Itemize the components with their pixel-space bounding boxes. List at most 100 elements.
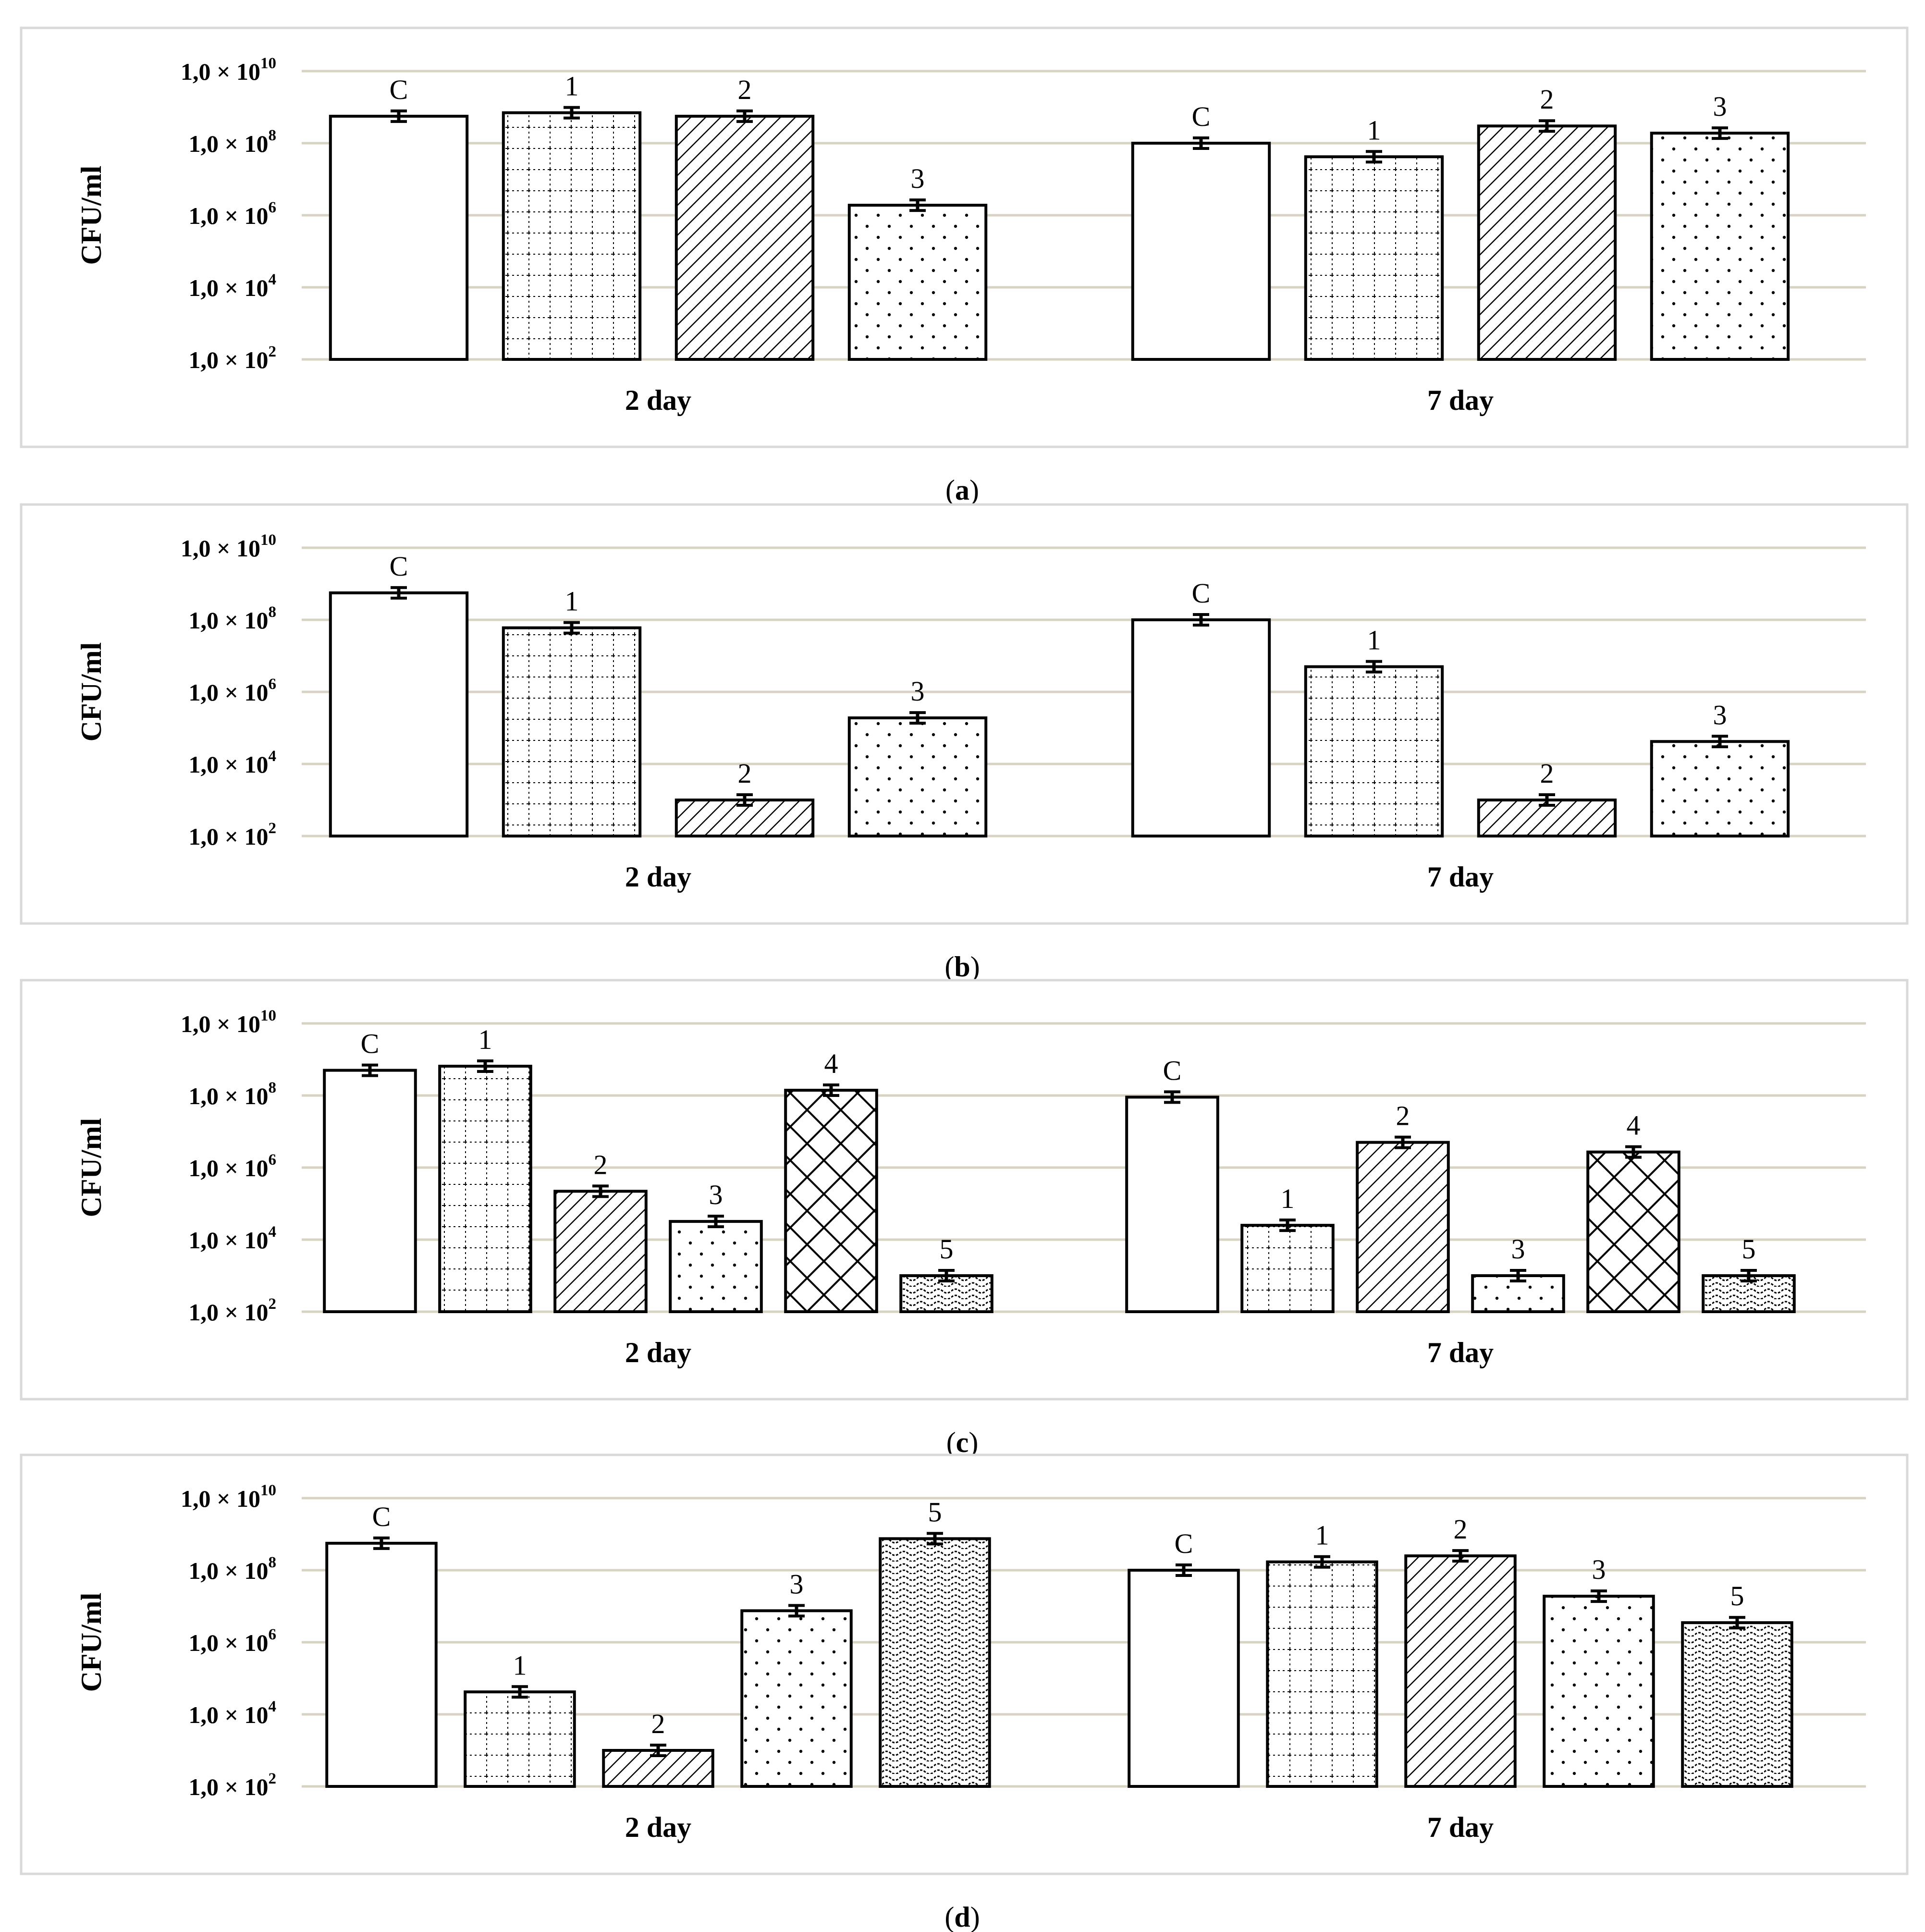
bar-2day-2 bbox=[674, 114, 815, 361]
bar-7day-3 bbox=[1650, 740, 1790, 838]
bar-label: C bbox=[361, 1028, 380, 1059]
bar-label: 2 bbox=[738, 758, 752, 789]
bar-label: 1 bbox=[1367, 625, 1381, 656]
bar-label: 5 bbox=[940, 1233, 954, 1265]
bar-7day-1 bbox=[1304, 155, 1444, 361]
bar-label: 3 bbox=[1511, 1233, 1525, 1265]
y-axis-label: CFU/ml bbox=[75, 642, 107, 742]
bar-label: 1 bbox=[1281, 1183, 1295, 1214]
bar-2day-3 bbox=[740, 1609, 853, 1788]
bar-7day-4 bbox=[1586, 1150, 1680, 1313]
bar-7day-5 bbox=[1681, 1621, 1793, 1788]
bar-label: 1 bbox=[1315, 1520, 1329, 1551]
y-tick-label: 1,0 × 102 bbox=[189, 820, 277, 850]
bar-2day-3 bbox=[847, 204, 988, 361]
y-axis-label: CFU/ml bbox=[75, 1118, 107, 1218]
x-group-label: 7 day bbox=[1427, 384, 1494, 416]
x-group-label: 2 day bbox=[625, 1337, 691, 1368]
y-tick-label: 1,0 × 106 bbox=[189, 676, 277, 706]
bar-label: 2 bbox=[1454, 1514, 1468, 1545]
bar-7day-C bbox=[1131, 618, 1271, 837]
bar-label: 1 bbox=[478, 1024, 492, 1055]
bar-2day-C bbox=[329, 591, 469, 837]
bar-label: 2 bbox=[651, 1708, 665, 1739]
x-group-label: 2 day bbox=[625, 384, 691, 416]
y-tick-label: 1,0 × 102 bbox=[189, 1295, 277, 1326]
bar-label: 1 bbox=[565, 586, 579, 617]
bar-2day-C bbox=[323, 1069, 417, 1313]
y-tick-label: 1,0 × 1010 bbox=[181, 1482, 276, 1512]
bar-label: 2 bbox=[1396, 1100, 1410, 1132]
y-tick-label: 1,0 × 108 bbox=[189, 1079, 277, 1109]
bar-7day-C bbox=[1125, 1095, 1219, 1314]
y-tick-label: 1,0 × 108 bbox=[189, 1554, 277, 1584]
x-group-label: 7 day bbox=[1427, 1811, 1494, 1843]
bar-label: 3 bbox=[1713, 91, 1727, 122]
bar-label: 3 bbox=[790, 1568, 804, 1600]
bar-label: 3 bbox=[1592, 1554, 1606, 1585]
bar-label: C bbox=[390, 551, 408, 582]
x-group-label: 2 day bbox=[625, 861, 691, 893]
y-tick-label: 1,0 × 104 bbox=[189, 1223, 277, 1254]
bar-2day-C bbox=[329, 114, 469, 361]
x-group-label: 7 day bbox=[1427, 1337, 1494, 1368]
bar-7day-1 bbox=[1304, 665, 1444, 838]
y-tick-label: 1,0 × 104 bbox=[189, 271, 277, 301]
bar-label: 1 bbox=[1367, 114, 1381, 146]
bar-7day-1 bbox=[1266, 1560, 1378, 1788]
bar-2day-1 bbox=[464, 1690, 576, 1788]
panel-caption: (c) bbox=[946, 1427, 979, 1458]
y-tick-label: 1,0 × 1010 bbox=[181, 531, 276, 562]
y-tick-label: 1,0 × 106 bbox=[189, 1626, 277, 1656]
bar-label: C bbox=[1192, 101, 1211, 132]
bar-7day-C bbox=[1131, 142, 1271, 361]
bar-label: C bbox=[1175, 1528, 1193, 1559]
bar-2day-3 bbox=[669, 1220, 763, 1314]
y-tick-label: 1,0 × 102 bbox=[189, 343, 277, 373]
bar-7day-3 bbox=[1543, 1595, 1655, 1788]
y-tick-label: 1,0 × 1010 bbox=[181, 1007, 276, 1037]
bar-2day-2 bbox=[553, 1190, 648, 1314]
bar-label: 3 bbox=[1713, 699, 1727, 730]
panel-frame bbox=[20, 503, 1909, 925]
bar-2day-5 bbox=[879, 1537, 991, 1788]
bar-7day-2 bbox=[1477, 124, 1617, 361]
bar-7day-1 bbox=[1240, 1224, 1335, 1314]
bar-label: 3 bbox=[911, 676, 925, 707]
y-tick-label: 1,0 × 104 bbox=[189, 748, 277, 778]
bar-2day-3 bbox=[847, 716, 988, 838]
bar-2day-1 bbox=[502, 111, 642, 361]
bar-label: 1 bbox=[513, 1649, 527, 1681]
chart-panel-c: 1,0 × 1010 1,0 × 108 1,0 × 106 1,0 × 104 1,0… bbox=[20, 979, 1909, 1458]
y-tick-label: 1,0 × 106 bbox=[189, 199, 277, 229]
bar-label: 4 bbox=[824, 1048, 838, 1079]
bar-label: C bbox=[390, 74, 408, 105]
bar-label: 1 bbox=[565, 71, 579, 102]
y-tick-label: 1,0 × 106 bbox=[189, 1151, 277, 1181]
bar-label: C bbox=[1192, 578, 1211, 609]
bar-label: 3 bbox=[709, 1179, 723, 1210]
y-tick-label: 1,0 × 108 bbox=[189, 127, 277, 157]
y-tick-label: 1,0 × 102 bbox=[189, 1770, 277, 1800]
bar-7day-2 bbox=[1404, 1554, 1517, 1788]
panel-caption: (a) bbox=[945, 474, 979, 506]
bar-2day-1 bbox=[438, 1065, 532, 1313]
bar-label: C bbox=[372, 1501, 391, 1532]
bar-2day-1 bbox=[502, 626, 642, 838]
bar-label: 2 bbox=[594, 1149, 608, 1180]
bar-label: 5 bbox=[1730, 1580, 1744, 1612]
panel-caption: (d) bbox=[944, 1901, 980, 1932]
bar-7day-C bbox=[1128, 1569, 1240, 1788]
bar-2day-4 bbox=[784, 1089, 878, 1313]
bar-label: C bbox=[1163, 1055, 1182, 1086]
y-tick-label: 1,0 × 108 bbox=[189, 603, 277, 634]
bar-label: 4 bbox=[1627, 1110, 1641, 1141]
chart-panel-d: 1,0 × 1010 1,0 × 108 1,0 × 106 1,0 × 104 1,0… bbox=[20, 1453, 1909, 1932]
bar-7day-3 bbox=[1650, 132, 1790, 361]
bar-label: 2 bbox=[738, 74, 752, 105]
y-axis-label: CFU/ml bbox=[75, 166, 107, 265]
bar-label: 2 bbox=[1540, 758, 1554, 789]
y-tick-label: 1,0 × 104 bbox=[189, 1698, 277, 1728]
bar-label: 3 bbox=[911, 163, 925, 194]
